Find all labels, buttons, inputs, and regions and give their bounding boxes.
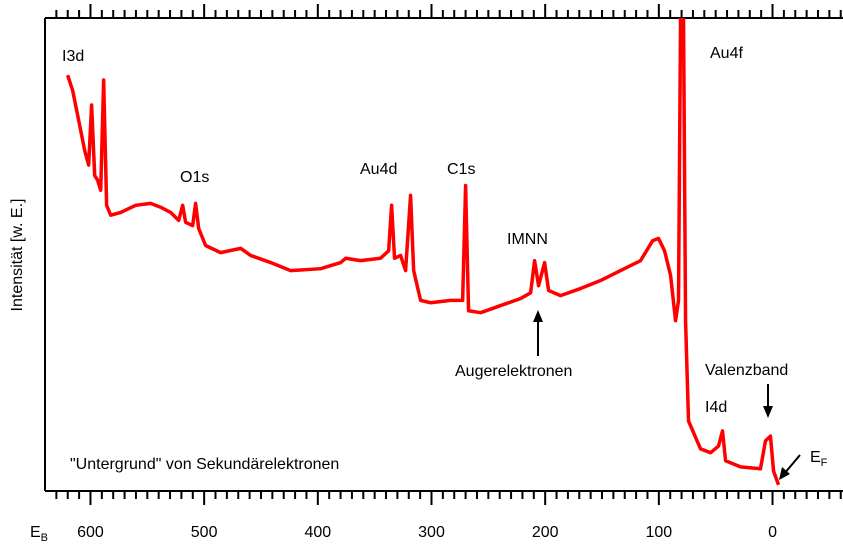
annotation: Valenzband (705, 362, 788, 379)
annotation: Au4d (360, 161, 397, 178)
x-label-sub: B (41, 532, 48, 544)
x-tick-label: 100 (645, 524, 672, 541)
x-tick-label: 600 (77, 524, 104, 541)
annotation: EF (810, 449, 828, 469)
spectrum-line (65, 18, 781, 486)
annotation: IMNN (507, 231, 548, 248)
annotation: "Untergrund" von Sekundärelektronen (70, 456, 339, 473)
x-label-main: E (30, 524, 41, 541)
x-tick-label: 300 (418, 524, 445, 541)
arrowhead (779, 467, 790, 480)
annotation: Au4f (710, 45, 743, 62)
x-tick-label: 200 (532, 524, 559, 541)
annotation-text: E (810, 449, 821, 466)
arrows (537, 318, 801, 475)
annotation: C1s (447, 161, 475, 178)
x-tick-label: 400 (304, 524, 331, 541)
annotation-text: I3d (62, 48, 84, 65)
arrowheads (533, 310, 790, 480)
annotation-text: I4d (705, 399, 727, 416)
y-axis-label: Intensität [w. E.] (9, 199, 26, 312)
annotation-sub: F (821, 457, 828, 469)
annotation: I4d (705, 399, 727, 416)
x-axis-label: EB (30, 524, 48, 544)
annotation-text: C1s (447, 161, 475, 178)
annotation-text: "Untergrund" von Sekundärelektronen (70, 456, 339, 473)
arrowhead (533, 310, 543, 322)
annotation-text: Augerelektronen (455, 363, 572, 380)
annotation: O1s (180, 169, 209, 186)
x-tick-label: 0 (768, 524, 777, 541)
annotation: I3d (62, 48, 84, 65)
x-tick-label: 500 (191, 524, 218, 541)
annotation-text: Au4d (360, 161, 397, 178)
annotation-text: O1s (180, 169, 209, 186)
annotation-text: Valenzband (705, 362, 788, 379)
annotation-text: IMNN (507, 231, 548, 248)
arrow (783, 454, 801, 475)
annotation: Augerelektronen (455, 363, 572, 380)
annotation-text: Au4f (710, 45, 743, 62)
arrowhead (763, 406, 773, 418)
